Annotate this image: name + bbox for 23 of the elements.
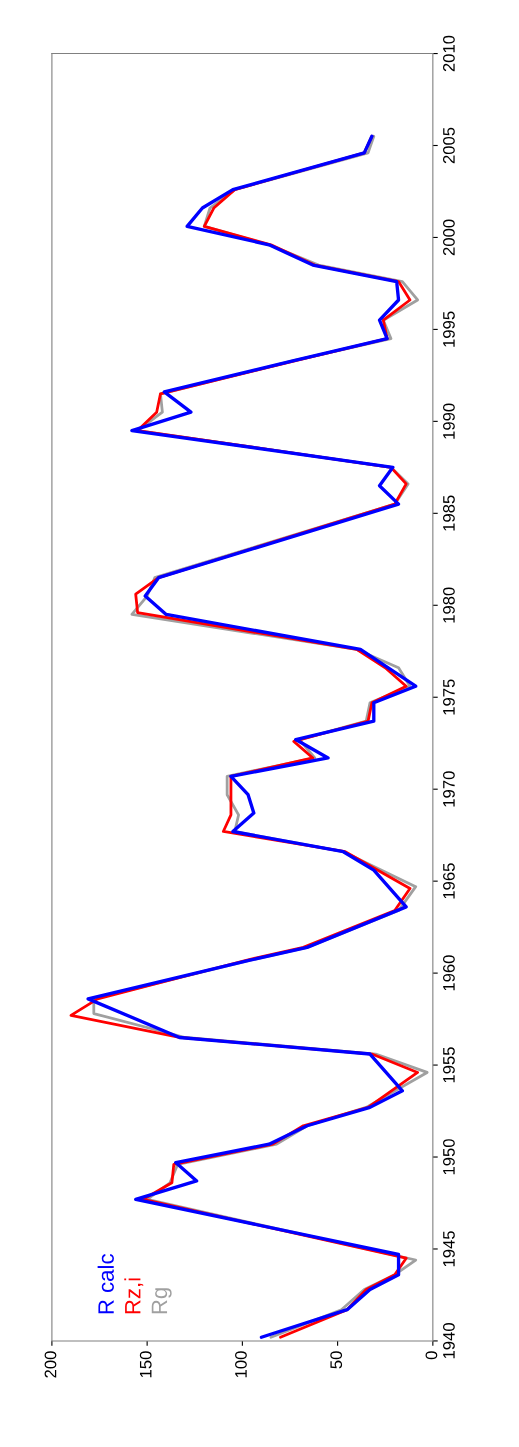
y-tick-label: 1965 (443, 863, 455, 899)
y-tick-label: 1945 (443, 1231, 455, 1267)
text: Rz,i (124, 1278, 144, 1314)
y-tick-label: 1985 (443, 495, 455, 531)
y-tick-label: 1950 (443, 1139, 455, 1175)
y-tick-label: 2000 (443, 219, 455, 256)
y-tick-label: 1940 (443, 1323, 455, 1359)
y-tick-label: 2010 (443, 35, 455, 72)
y-tick-label: 1995 (443, 311, 455, 347)
x-tick-label: 100 (235, 1351, 247, 1378)
y-tick-label: 1970 (443, 771, 455, 807)
y-tick-label: 2005 (443, 127, 455, 164)
y-tick-label: 1990 (443, 403, 455, 439)
text: R calc (97, 1254, 114, 1314)
x-tick-label: 0 (425, 1351, 438, 1360)
text: Rg (151, 1288, 172, 1314)
x-tick-label: 150 (139, 1351, 152, 1378)
y-tick-label: 1960 (443, 955, 455, 991)
y-tick-label: 1955 (443, 1047, 455, 1083)
x-tick-label: 200 (44, 1351, 57, 1378)
y-tick-label: 1980 (443, 587, 455, 623)
x-tick-label: 50 (330, 1351, 343, 1369)
y-tick-label: 1975 (443, 679, 455, 715)
